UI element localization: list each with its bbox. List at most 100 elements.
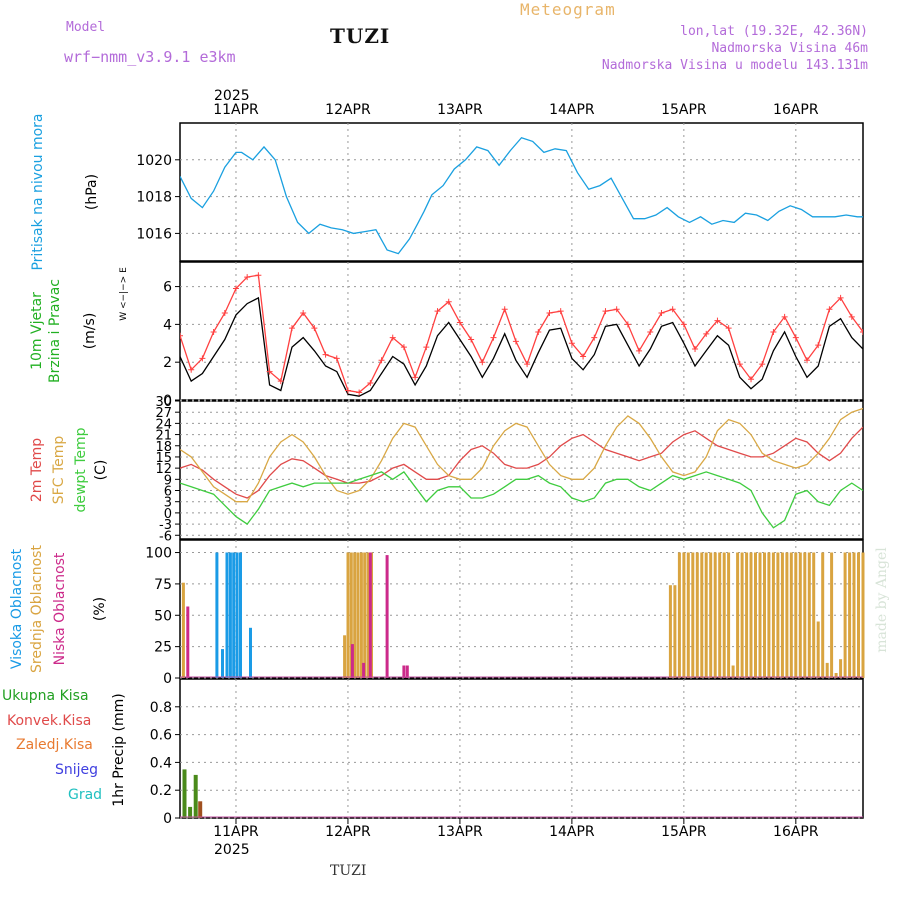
gust-marker — [180, 332, 183, 339]
y-tick-label: 27 — [155, 406, 172, 421]
series-line-udari — [180, 274, 863, 394]
cloud-label-low: Niska Oblacnost — [52, 552, 68, 665]
bar-srednja-oblacnost — [686, 552, 690, 678]
gust-marker — [692, 345, 699, 352]
model-label: Model — [66, 20, 106, 35]
day-label-top: 11APR — [213, 102, 259, 118]
bar-srednja-oblacnost — [839, 659, 843, 678]
precip-label-freezing: Zaledj.Kisa — [16, 737, 93, 753]
year-top: 2025 — [214, 88, 250, 104]
pressure-unit: (hPa) — [84, 174, 100, 210]
gust-marker — [804, 357, 811, 364]
bar-srednja-oblacnost — [861, 552, 865, 678]
bar-srednja-oblacnost — [691, 552, 695, 678]
bar-srednja-oblacnost — [349, 552, 353, 678]
day-label-top: 13APR — [437, 102, 483, 118]
gust-marker — [568, 340, 575, 347]
bar-srednja-oblacnost — [359, 552, 363, 678]
bar-visoka-oblacnost — [232, 552, 236, 678]
y-tick-label: 0.8 — [150, 700, 172, 716]
bar-ukupna-kisa — [182, 769, 187, 818]
gust-marker — [378, 357, 385, 364]
precip-label-convective: Konvek.Kisa — [7, 713, 91, 729]
y-tick-label: 21 — [155, 429, 172, 444]
gust-marker — [524, 361, 531, 368]
gust-marker — [770, 328, 777, 335]
watermark: made by Angel — [874, 547, 890, 653]
bottom-day-labels: 11APR 12APR 13APR 14APR 15APR 16APR — [213, 824, 819, 840]
bar-visoka-oblacnost — [225, 552, 229, 678]
gust-marker — [759, 361, 766, 368]
gust-marker — [423, 344, 430, 351]
y-tick-label: 18 — [155, 440, 172, 455]
bar-srednja-oblacnost — [727, 552, 731, 678]
day-label-bottom: 14APR — [549, 824, 595, 840]
y-tick-label: 50 — [154, 608, 172, 624]
bar-srednja-oblacnost — [816, 621, 820, 678]
series-line-pritisak — [180, 136, 863, 255]
bar-srednja-oblacnost — [677, 552, 681, 678]
bar-srednja-oblacnost — [346, 552, 350, 678]
bar-srednja-oblacnost — [767, 552, 771, 678]
gust-marker — [277, 378, 284, 385]
gust-marker — [468, 336, 475, 343]
bar-srednja-oblacnost — [763, 552, 766, 678]
bar-srednja-oblacnost — [857, 552, 860, 678]
footer-station: TUZI — [330, 863, 366, 879]
gust-marker — [714, 317, 721, 324]
y-tick-label: 100 — [145, 546, 172, 562]
gust-marker — [848, 313, 855, 320]
gust-marker — [557, 308, 564, 315]
temp-label-sfc: SFC Temp — [51, 436, 67, 505]
cloud-unit: (%) — [92, 597, 108, 621]
gust-marker — [546, 310, 553, 317]
day-label-bottom: 15APR — [661, 824, 707, 840]
bar-niska-oblacnost — [402, 665, 406, 678]
pressure-title: Pritisak na nivou mora — [30, 113, 46, 270]
gust-marker — [512, 338, 519, 345]
series-line-brzina — [180, 296, 863, 397]
gust-marker — [781, 313, 788, 320]
day-label-bottom: 12APR — [325, 824, 371, 840]
bar-visoka-oblacnost — [239, 552, 242, 678]
bar-srednja-oblacnost — [771, 552, 775, 678]
bar-srednja-oblacnost — [843, 552, 847, 678]
bar-ukupna-kisa — [193, 774, 198, 818]
bar-niska-oblacnost — [385, 555, 389, 678]
bar-srednja-oblacnost — [731, 665, 735, 678]
series-line-sfc-temp — [180, 407, 863, 503]
bar-srednja-oblacnost — [718, 552, 722, 678]
bar-srednja-oblacnost — [812, 552, 816, 678]
temp-label-2m: 2m Temp — [29, 438, 45, 502]
bar-srednja-oblacnost — [848, 552, 852, 678]
grid-lines: 1016101810200246-6-303691215182124273002… — [136, 123, 863, 827]
bar-srednja-oblacnost — [749, 552, 753, 678]
y-tick-label: 1016 — [136, 226, 172, 242]
bar-srednja-oblacnost — [709, 552, 713, 678]
bar-srednja-oblacnost — [834, 673, 838, 678]
y-tick-label: 4 — [163, 317, 172, 333]
gust-marker — [322, 351, 329, 358]
bar-srednja-oblacnost — [353, 552, 357, 678]
y-tick-label: 0.6 — [150, 728, 172, 744]
bar-srednja-oblacnost — [736, 552, 740, 678]
day-label-bottom: 13APR — [437, 824, 483, 840]
bar-srednja-oblacnost — [745, 552, 749, 678]
day-label-bottom: 16APR — [773, 824, 819, 840]
y-tick-label: 0.2 — [150, 783, 172, 799]
bar-srednja-oblacnost — [356, 552, 360, 678]
gust-marker — [624, 321, 631, 328]
gust-marker — [188, 366, 195, 373]
bar-srednja-oblacnost — [713, 552, 717, 678]
y-tick-label: 0 — [164, 507, 172, 522]
bar-konvek-kisa — [198, 801, 203, 818]
gust-marker — [445, 298, 452, 305]
gust-marker — [703, 330, 710, 337]
bar-srednja-oblacnost — [700, 552, 704, 678]
gust-marker — [792, 334, 799, 341]
gust-marker — [613, 306, 620, 313]
wind-title-line2: Brzina i Pravac — [47, 279, 63, 383]
gust-marker — [288, 325, 295, 332]
temp-label-dewpt: dewpt Temp — [73, 427, 89, 512]
bar-niska-oblacnost — [350, 644, 354, 678]
